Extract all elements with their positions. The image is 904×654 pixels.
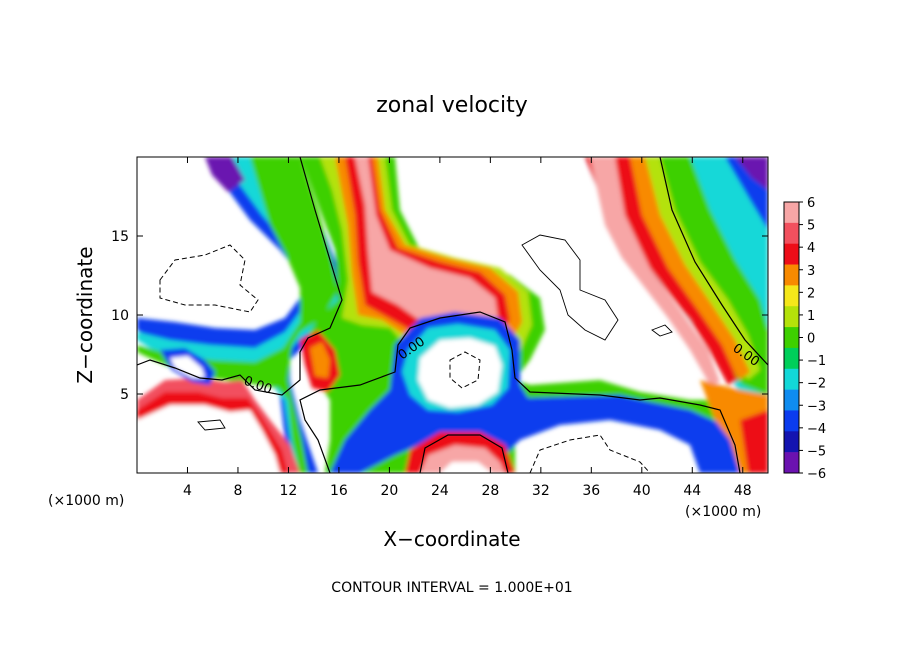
x-tick-label: 48 [734,483,752,499]
colorbar-tick-label: −6 [807,467,826,482]
colorbar-swatch [784,389,799,411]
y-tick-label: 15 [111,229,129,245]
x-tick-label: 20 [380,483,398,499]
colorbar-tick-label: −4 [807,422,826,437]
colorbar-tick-label: 5 [807,219,815,234]
x-tick-label: 24 [431,483,449,499]
contour-lines-dashed [159,244,651,473]
x-tick-label: 40 [633,483,651,499]
y-axis-label: Z−coordinate [73,246,97,383]
velocity-field [137,157,768,473]
colorbar-swatch [784,285,799,307]
contour-lines [137,157,768,473]
colorbar-tick-label: −5 [807,444,826,459]
y-axis-ticks: 5 10 15 [111,229,768,403]
y-tick-label: 5 [120,387,129,403]
x-unit-left: (×1000 m) [48,493,124,509]
x-tick-label: 44 [683,483,701,499]
colorbar-swatch [784,368,799,390]
colorbar-swatch [784,306,799,328]
colorbar: 6 5 4 3 2 1 0 −1 −2 −3 −4 −5 −6 [783,196,826,482]
colorbar-tick-label: 3 [807,264,815,279]
colorbar-swatch [784,202,799,224]
x-tick-label: 8 [233,483,242,499]
colorbar-tick-label: 4 [807,241,815,256]
colorbar-swatch [784,327,799,349]
contour-interval-note: CONTOUR INTERVAL = 1.000E+01 [331,580,572,596]
colorbar-swatch [784,431,799,453]
x-tick-label: 16 [330,483,348,499]
colorbar-tick-label: 2 [807,286,815,301]
contour-lines-thin [197,234,673,431]
x-unit-right: (×1000 m) [685,504,761,520]
chart-title: zonal velocity [376,93,528,118]
x-axis-ticks: 4 8 12 16 20 24 28 32 36 40 44 48 [183,157,752,499]
colorbar-swatch [784,222,799,244]
x-tick-label: 36 [582,483,600,499]
colorbar-swatch [784,347,799,370]
colorbar-tick-label: 1 [807,309,815,324]
x-tick-label: 28 [481,483,499,499]
colorbar-tick-label: 6 [807,196,815,211]
colorbar-tick-label: −1 [807,354,826,369]
colorbar-swatch [784,410,799,432]
x-tick-label: 32 [532,483,550,499]
colorbar-tick-label: −2 [807,377,826,392]
colorbar-swatch [784,264,799,286]
x-tick-label: 12 [280,483,298,499]
plot-area: 0.00 0.00 0.00 [137,157,768,473]
x-tick-label: 4 [183,483,192,499]
colorbar-tick-label: −3 [807,399,826,414]
colorbar-swatch [784,452,799,474]
colorbar-swatch [784,243,799,265]
x-axis-label: X−coordinate [383,527,520,551]
y-tick-label: 10 [111,308,129,324]
colorbar-tick-label: 0 [807,332,815,347]
